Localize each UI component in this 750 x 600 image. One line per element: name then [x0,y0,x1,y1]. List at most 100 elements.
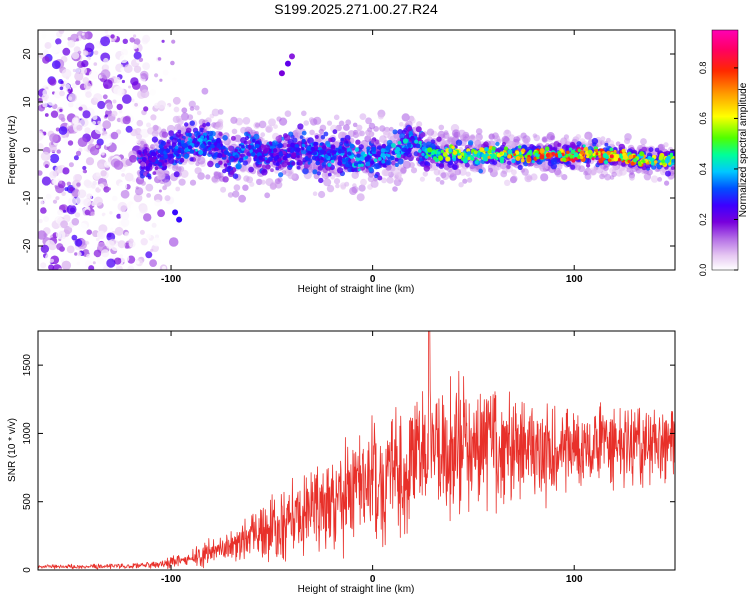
heatmap-noise-blob [90,211,95,217]
heatmap-ridge-cell [351,168,355,173]
heatmap-noise-blob [59,90,65,97]
heatmap-ridge-cell [526,156,532,163]
heatmap-ridge-cell [363,143,368,149]
heatmap-noise-blob [120,48,128,57]
heatmap-ridge-cell [234,134,242,143]
heatmap-ridge-cell [670,166,675,171]
heatmap-ridge-cell [641,146,648,153]
heatmap-ridge-cell [242,160,248,166]
heatmap-ridge-cell [665,170,671,177]
heatmap-ridge-cell [189,179,197,186]
heatmap-ridge-cell [478,168,484,174]
heatmap-ridge-cell [364,156,370,162]
heatmap-ridge-cell [392,129,398,135]
heatmap-ridge-cell [300,149,306,155]
heatmap-ridge-cell [618,143,626,151]
heatmap-ridge-cell [400,167,407,175]
heatmap-ridge-cell [309,161,316,169]
heatmap-ridge-cell [491,146,496,151]
heatmap-ridge-cell [341,149,345,154]
heatmap-ridge-cell [258,155,263,160]
heatmap-noise-blob [88,70,99,80]
heatmap-noise-blob [120,211,130,221]
heatmap-noise-blob [78,222,88,233]
heatmap-ridge-cell [671,158,675,163]
heatmap-ridge-cell [651,164,657,170]
heatmap-noise-blob [82,50,89,56]
heatmap-ridge-cell [627,159,631,163]
heatmap-noise-blob [121,79,125,84]
heatmap-ridge-cell [566,150,570,154]
heatmap-ridge-cell [664,180,670,186]
heatmap-ridge-cell [520,132,527,139]
heatmap-ridge-cell [143,144,148,148]
heatmap-ridge-cell [189,106,195,111]
heatmap-ridge-cell [379,135,387,143]
heatmap-ridge-cell [365,117,372,125]
heatmap-noise-blob [158,189,162,193]
heatmap-ridge-cell [481,153,486,158]
heatmap-ridge-cell [272,140,278,146]
heatmap-noise-blob [91,255,97,261]
heatmap-ridge-cell [301,147,305,151]
heatmap-ridge-cell [173,106,180,113]
heatmap-ridge-cell [630,161,635,166]
heatmap-ridge-cell [657,159,661,163]
heatmap-ridge-cell [598,155,602,158]
y-tick-label: 0 [22,147,33,153]
heatmap-ridge-cell [660,168,667,176]
heatmap-ridge-cell [383,168,391,177]
heatmap-ridge-cell [261,164,267,170]
heatmap-noise-blob [97,120,101,125]
heatmap-noise-blob [56,230,66,240]
heatmap-ridge-cell [185,127,192,134]
heatmap-noise-blob [102,94,108,100]
heatmap-ridge-cell [218,160,223,166]
heatmap-ridge-cell [290,148,295,154]
heatmap-ridge-cell [639,151,645,157]
heatmap-ridge-cell [175,115,183,123]
heatmap-noise-blob [100,36,111,47]
heatmap-ridge-cell [208,150,213,155]
heatmap-noise-blob [66,204,77,215]
heatmap-noise-blob [65,83,71,89]
heatmap-ridge-cell [143,152,148,156]
heatmap-ridge-cell [262,149,268,154]
heatmap-ridge-cell [313,141,318,147]
heatmap-noise-blob [50,250,55,255]
heatmap-ridge-cell [326,120,333,126]
heatmap-ridge-cell [358,184,366,192]
heatmap-ridge-cell [451,145,455,150]
heatmap-ridge-cell [339,141,343,146]
heatmap-noise-blob [76,124,83,131]
heatmap-ridge-cell [177,129,182,134]
heatmap-noise-blob [66,181,72,186]
heatmap-ridge-cell [569,154,574,159]
heatmap-ridge-cell [371,146,377,152]
heatmap-noise-blob [125,125,133,133]
heatmap-noise-blob [67,88,71,92]
heatmap-noise-blob [44,164,49,169]
heatmap-ridge-cell [373,158,378,163]
heatmap-ridge-cell [370,179,379,188]
heatmap-ridge-cell [632,158,638,163]
heatmap-ridge-cell [333,178,341,185]
y-tick-label: 10 [22,96,33,108]
heatmap-ridge-cell [520,158,525,163]
heatmap-ridge-cell [435,176,441,182]
heatmap-ridge-cell [299,135,304,140]
heatmap-ridge-cell [136,133,142,140]
heatmap-ridge-cell [608,140,615,146]
heatmap-ridge-cell [320,156,324,161]
heatmap-ridge-cell [242,184,249,191]
heatmap-ridge-cell [357,163,362,168]
heatmap-noise-layer [38,30,295,270]
heatmap-ridge-cell [417,151,424,158]
heatmap-ridge-cell [411,140,415,144]
heatmap-noise-blob [145,251,153,259]
heatmap-ridge-cell [286,153,291,158]
heatmap-ridge-cell [477,152,480,156]
heatmap-noise-blob [50,110,59,118]
heatmap-noise-blob [128,85,131,89]
heatmap-ridge-cell [400,151,404,155]
